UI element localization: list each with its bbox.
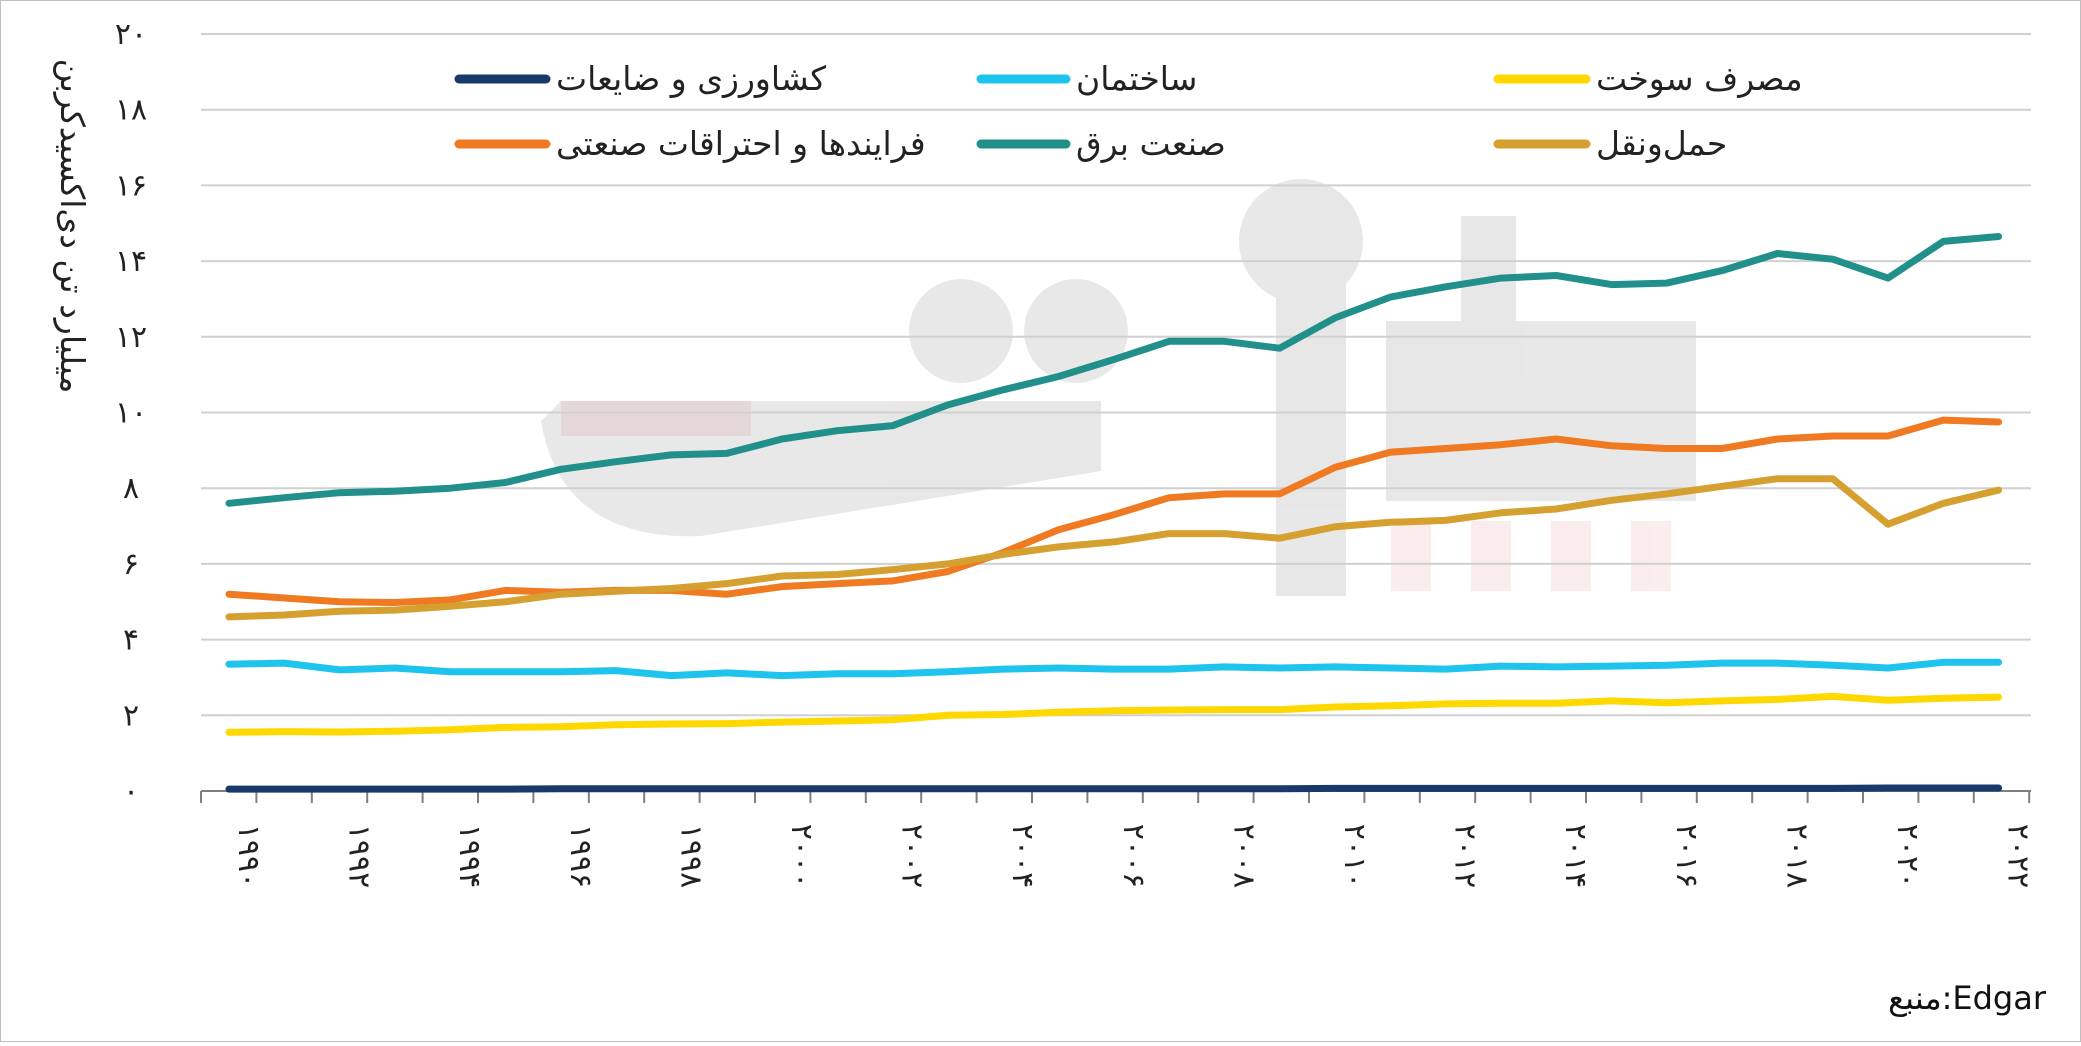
- x-tick-label: ۲۰۱۲: [1448, 824, 1483, 888]
- y-tick-label: ۱۰: [115, 396, 147, 431]
- y-tick-label: ۴: [123, 623, 139, 658]
- y-tick-label: ۱۸: [115, 93, 147, 128]
- series-line-4: [225, 416, 2003, 606]
- y-tick-label: ۲۰: [115, 17, 147, 52]
- series-line-1: [225, 784, 2003, 793]
- x-tick-label: ۲۰۰۸: [1226, 824, 1261, 888]
- y-tick-label: ۲: [123, 698, 139, 733]
- x-tick-label: ۲۰۲۰: [1890, 824, 1925, 888]
- y-tick-label: ۶: [123, 547, 139, 582]
- x-tick-label: ۱۹۹۰: [231, 824, 266, 888]
- series-line-2: [225, 658, 2003, 680]
- x-axis: [200, 790, 2031, 803]
- x-tick-label: ۲۰۱۶: [1669, 824, 1704, 888]
- y-tick-label: ۱۶: [115, 168, 147, 203]
- gridlines: [201, 33, 2031, 717]
- legend-label: کشاورزی و ضایعات: [556, 59, 826, 98]
- x-tick-label: ۲۰۱۴: [1558, 824, 1593, 888]
- x-tick-label: ۱۹۹۸: [673, 824, 708, 888]
- x-tick-label: ۱۹۹۶: [563, 824, 598, 888]
- x-tick-label: ۲۰۲۲: [2001, 824, 2036, 888]
- y-tick-label: ۱۴: [115, 244, 147, 279]
- y-tick-label: ۱۲: [115, 320, 147, 355]
- series-line-6: [225, 475, 2003, 621]
- x-tick-label: ۲۰۰۴: [1005, 824, 1040, 888]
- y-axis-ticks: ۰ ۲ ۴ ۶ ۸ ۱۰ ۱۲ ۱۴ ۱۶ ۱۸ ۲۰: [115, 17, 147, 809]
- source-label: منبع:Edgar: [1888, 979, 2047, 1017]
- watermark-logo: [541, 179, 1696, 596]
- x-tick-label: ۲۰۱۸: [1779, 824, 1814, 888]
- legend: کشاورزی و ضایعات ساختمان مصرف سوخت فرایندها…: [454, 59, 1803, 163]
- x-tick-label: ۲۰۱۰: [1337, 824, 1372, 888]
- y-tick-label: ۰: [123, 774, 139, 809]
- x-axis-ticks: ۱۹۹۰ ۱۹۹۲ ۱۹۹۴ ۱۹۹۶ ۱۹۹۸ ۲۰۰۰ ۲۰۰۲ ۲۰۰۴ ۲۰۰۶ ۲۰۰۸…: [231, 824, 2036, 888]
- x-tick-label: ۲۰۰۲: [895, 824, 930, 888]
- x-tick-label: ۲۰۰۰: [784, 824, 819, 888]
- legend-label: مصرف سوخت: [1596, 59, 1803, 98]
- watermark-logo-red: [561, 401, 1671, 591]
- x-tick-label: ۱۹۹۲: [342, 824, 377, 888]
- legend-label: ساختمان: [1076, 59, 1197, 98]
- series-line-5: [225, 233, 2003, 507]
- series-lines: [225, 233, 2003, 793]
- x-tick-label: ۱۹۹۴: [452, 824, 487, 888]
- y-tick-label: ۸: [123, 471, 139, 506]
- legend-label: صنعت برق: [1076, 124, 1226, 163]
- legend-label: فرایندها و احتراقات صنعتی: [556, 124, 926, 163]
- legend-label: حمل‌ونقل: [1596, 124, 1727, 163]
- x-tick-label: ۲۰۰۶: [1116, 824, 1151, 888]
- series-line-3: [225, 692, 2003, 736]
- y-axis-label: میلیارد تن دی‌اکسیدکربن: [53, 59, 92, 394]
